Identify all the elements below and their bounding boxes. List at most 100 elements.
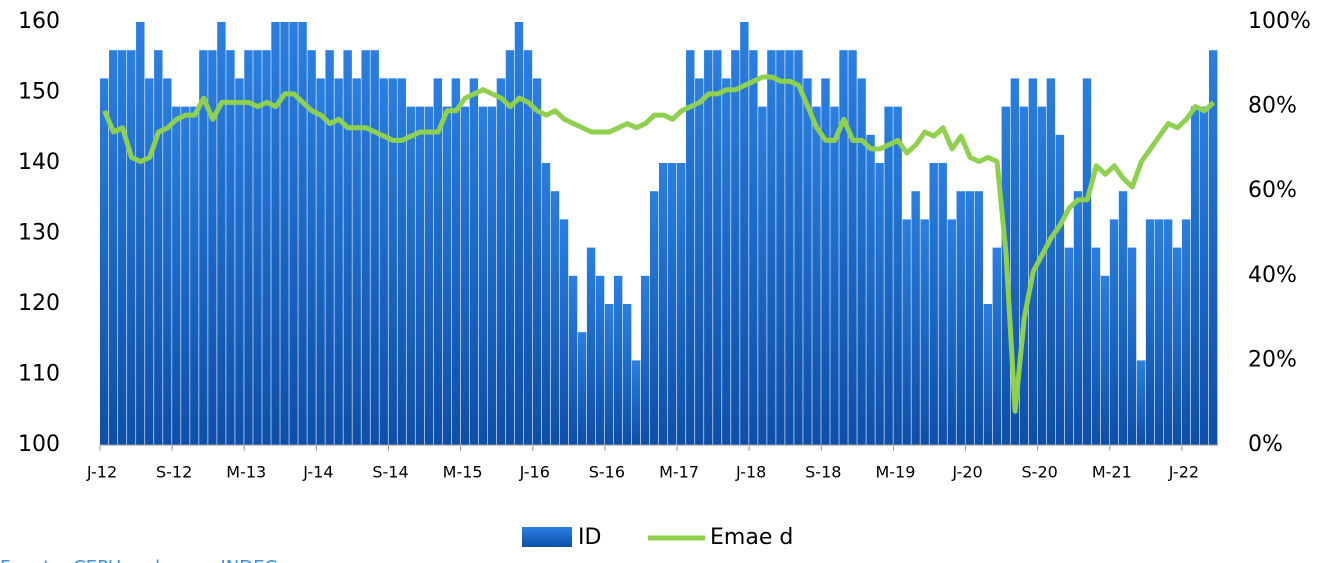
bar [406, 106, 415, 445]
bar [199, 50, 208, 445]
x-tick-label: M-19 [875, 463, 915, 482]
bar [902, 219, 911, 445]
y-tick-label: 140 [18, 150, 60, 175]
bar [785, 50, 794, 445]
bar [298, 22, 307, 445]
legend-label: ID [578, 525, 601, 550]
bar [875, 163, 884, 445]
x-tick-label: M-13 [226, 463, 266, 482]
bar [343, 50, 352, 445]
bar [1028, 78, 1038, 446]
legend-label: Emae d [710, 525, 793, 550]
y-tick-label: 100 [18, 432, 60, 457]
y2-tick-label: 60% [1248, 178, 1297, 203]
bar [749, 50, 758, 445]
line [102, 74, 1216, 414]
bar [523, 50, 533, 445]
bar [262, 50, 271, 445]
bar [361, 50, 370, 445]
bar [145, 78, 154, 446]
bar [812, 106, 821, 445]
bar [217, 22, 226, 445]
bar [1190, 106, 1200, 445]
bar [686, 50, 695, 445]
bar [767, 50, 776, 445]
bar [677, 163, 686, 445]
x-tick-label: J-16 [519, 463, 550, 482]
bar [172, 106, 181, 445]
bar [397, 78, 406, 446]
bar [821, 78, 830, 446]
y2-tick-label: 100% [1248, 9, 1311, 34]
bar [568, 275, 578, 445]
y-tick-label: 130 [18, 221, 60, 246]
bar [974, 191, 983, 445]
x-tick-label: J-22 [1168, 463, 1199, 482]
x-tick-label: M-21 [1092, 463, 1132, 482]
bar [271, 22, 280, 445]
bar [776, 50, 785, 445]
y-tick-label: 110 [18, 362, 60, 387]
bar [496, 78, 506, 446]
x-tick-label: S-12 [156, 463, 192, 482]
bar [803, 78, 812, 446]
bar [722, 78, 731, 446]
y2-tick-label: 80% [1248, 94, 1297, 119]
y2-tick-label: 0% [1248, 432, 1283, 457]
bar [1046, 78, 1056, 446]
bar [469, 78, 479, 446]
bar [740, 22, 749, 445]
bar [911, 191, 920, 445]
x-tick-label: J-18 [735, 463, 766, 482]
bar [965, 191, 974, 445]
legend-swatch [522, 527, 572, 547]
bar [631, 360, 641, 445]
x-tick-label: S-20 [1022, 463, 1058, 482]
bar [109, 50, 118, 445]
bar [1118, 191, 1128, 445]
x-tick-label: S-14 [372, 463, 408, 482]
bar [424, 106, 433, 445]
bar [947, 219, 956, 445]
y-tick-label: 120 [18, 291, 60, 316]
bar [1109, 219, 1119, 445]
bar [695, 78, 704, 446]
bar [487, 106, 497, 445]
y-tick-label: 150 [18, 80, 60, 105]
bar [1055, 134, 1065, 446]
bar [586, 247, 596, 445]
bar [1199, 106, 1209, 445]
bar [118, 50, 127, 445]
bar [884, 106, 893, 445]
bar [163, 78, 172, 446]
bar [316, 78, 325, 446]
bar [613, 275, 623, 445]
bar [208, 50, 217, 445]
bar [442, 106, 452, 445]
bar [1208, 50, 1218, 445]
bar [983, 304, 992, 445]
bar [848, 50, 857, 445]
bar [920, 219, 929, 445]
bar [992, 247, 1002, 445]
bar [289, 22, 298, 445]
bar [604, 304, 614, 445]
bar [1100, 275, 1110, 445]
bar [1163, 219, 1173, 445]
bar [352, 78, 361, 446]
bar [956, 191, 965, 445]
bar [839, 50, 848, 445]
bar [370, 50, 379, 445]
bar [388, 78, 397, 446]
bar [280, 22, 289, 445]
bar [532, 78, 542, 446]
y-tick-label: 160 [18, 9, 60, 34]
bar [154, 50, 163, 445]
x-tick-label: J-12 [86, 463, 117, 482]
bar [460, 106, 470, 445]
bar [235, 78, 244, 446]
bar [1091, 247, 1101, 445]
bar [253, 50, 262, 445]
bar [1082, 78, 1092, 446]
bar [226, 50, 235, 445]
